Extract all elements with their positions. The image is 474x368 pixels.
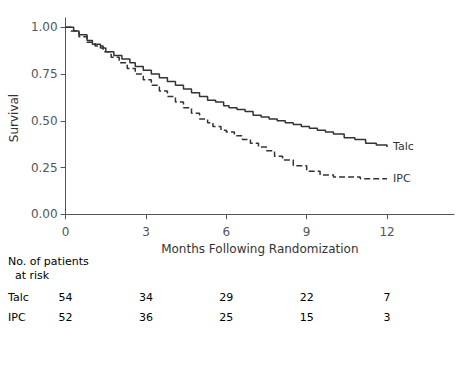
svg-text:7: 7 xyxy=(384,291,391,304)
svg-text:3: 3 xyxy=(142,225,150,239)
svg-text:6: 6 xyxy=(223,225,231,239)
svg-text:54: 54 xyxy=(59,291,73,304)
svg-text:25: 25 xyxy=(219,311,233,324)
svg-text:0: 0 xyxy=(62,225,70,239)
svg-text:Survival: Survival xyxy=(7,94,21,142)
svg-text:29: 29 xyxy=(219,291,233,304)
svg-text:52: 52 xyxy=(59,311,73,324)
svg-text:12: 12 xyxy=(379,225,394,239)
svg-text:IPC: IPC xyxy=(393,172,411,185)
svg-text:1.00: 1.00 xyxy=(31,20,58,34)
svg-text:0.75: 0.75 xyxy=(31,67,58,81)
svg-text:9: 9 xyxy=(303,225,311,239)
svg-text:34: 34 xyxy=(139,291,153,304)
svg-text:36: 36 xyxy=(139,311,153,324)
svg-text:0.50: 0.50 xyxy=(31,114,58,128)
svg-text:Talc: Talc xyxy=(7,291,29,304)
svg-text:15: 15 xyxy=(300,311,314,324)
svg-text:3: 3 xyxy=(384,311,391,324)
svg-text:22: 22 xyxy=(300,291,314,304)
svg-text:at risk: at risk xyxy=(8,269,50,282)
svg-text:0.00: 0.00 xyxy=(31,207,58,221)
svg-text:Months Following Randomization: Months Following Randomization xyxy=(161,242,358,256)
svg-text:0.25: 0.25 xyxy=(31,161,58,175)
svg-text:No. of patients: No. of patients xyxy=(8,255,89,268)
svg-text:IPC: IPC xyxy=(8,311,26,324)
svg-text:Talc: Talc xyxy=(392,140,414,153)
